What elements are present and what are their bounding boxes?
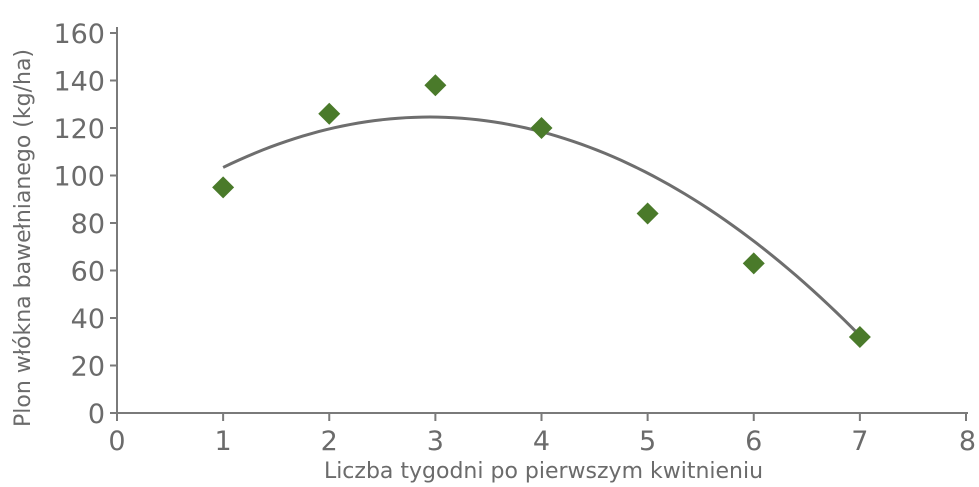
x-tick-label: 3	[427, 426, 444, 457]
x-tick-label: 8	[959, 426, 976, 457]
y-tick-label: 40	[71, 304, 105, 335]
y-tick-label: 120	[53, 114, 105, 145]
x-tick-label: 0	[108, 426, 125, 457]
x-tick-label: 6	[745, 426, 762, 457]
x-tick-label: 1	[215, 426, 232, 457]
y-tick-label: 60	[71, 257, 105, 288]
x-tick-label: 4	[533, 426, 550, 457]
y-tick-label: 80	[71, 209, 105, 240]
y-tick-label: 140	[53, 67, 105, 98]
x-tick-label: 5	[639, 426, 656, 457]
data-point	[318, 102, 341, 125]
data-point	[212, 176, 235, 199]
data-point	[530, 117, 553, 139]
y-tick-label: 100	[53, 162, 105, 193]
y-tick-label: 20	[71, 352, 105, 383]
y-axis-title: Plon włókna bawełnianego (kg/ha)	[11, 49, 36, 427]
data-point	[742, 252, 765, 275]
axes: 0 20 40 60 80 100 120 140 160 0 1 2 3 4 5 6 7 8	[53, 19, 976, 457]
data-point	[848, 326, 871, 348]
x-axis-title: Liczba tygodni po pierwszym kwitnieniu	[324, 459, 763, 483]
trend-curve	[222, 115, 861, 337]
data-points	[212, 74, 871, 348]
x-tick-label: 7	[851, 426, 868, 457]
data-point	[636, 202, 659, 225]
x-tick-label: 2	[321, 426, 338, 457]
data-point	[424, 74, 447, 97]
y-tick-label: 0	[88, 399, 105, 430]
trendline-layer	[222, 115, 861, 337]
y-tick-label: 160	[53, 19, 105, 50]
